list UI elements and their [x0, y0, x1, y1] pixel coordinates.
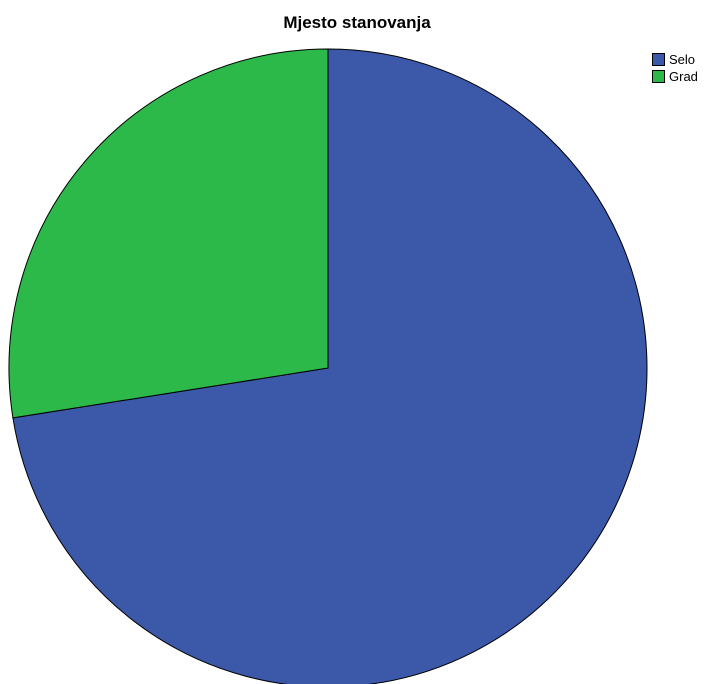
chart-title: Mjesto stanovanja: [283, 13, 431, 32]
legend-swatch-grad: [652, 70, 665, 83]
legend-item-grad: Grad: [652, 68, 698, 85]
pie-slice-grad: [8, 48, 329, 419]
legend-label-grad: Grad: [669, 69, 698, 84]
legend-swatch-selo: [652, 53, 665, 66]
legend-item-selo: Selo: [652, 51, 698, 68]
chart-legend: Selo Grad: [652, 51, 698, 85]
pie-slice-selo: [12, 48, 648, 684]
legend-label-selo: Selo: [669, 52, 696, 67]
